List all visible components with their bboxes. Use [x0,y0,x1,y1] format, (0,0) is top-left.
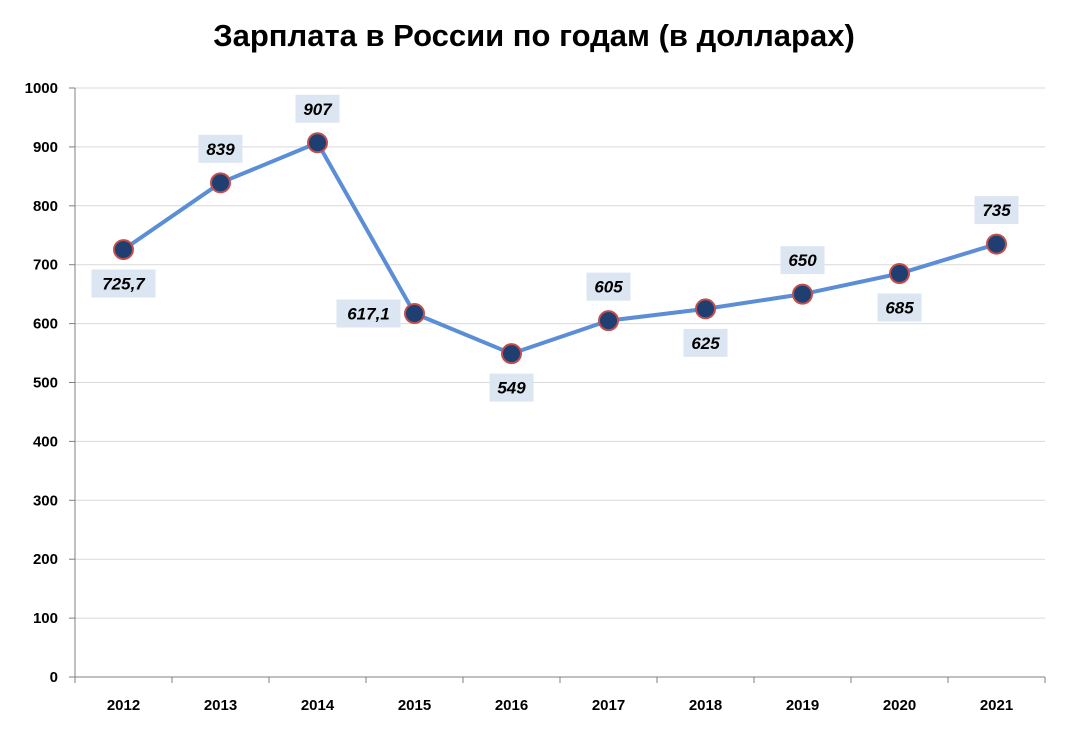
y-tick-label: 0 [50,669,58,686]
data-label-box [683,328,728,357]
data-label-box [877,293,922,322]
data-label-box [586,272,631,301]
data-label: 839 [206,140,235,159]
data-label-box [295,94,340,123]
data-label: 907 [303,100,333,119]
x-tick-label: 2018 [689,697,722,714]
y-tick-label: 700 [33,257,58,274]
data-point [404,303,425,325]
data-label: 725,7 [102,275,146,294]
y-tick-label: 400 [33,433,58,450]
data-point [695,298,716,320]
x-tick-label: 2014 [301,697,335,714]
data-label-box [489,373,534,402]
y-tick-label: 500 [33,375,58,392]
x-tick-label: 2012 [107,697,140,714]
data-label: 617,1 [347,305,390,324]
data-label: 650 [788,251,817,270]
data-point [307,132,328,154]
data-point [986,233,1007,255]
data-label-box [198,134,243,163]
x-tick-label: 2016 [495,697,528,714]
data-label: 549 [497,379,526,398]
data-label-box [780,246,825,275]
chart-title: Зарплата в России по годам (в долларах) [213,18,855,53]
y-tick-label: 200 [33,551,58,568]
data-label-box [336,299,401,328]
data-point [889,263,910,285]
data-point [113,239,134,261]
y-tick-label: 900 [33,139,58,156]
y-tick-label: 100 [33,610,58,627]
data-point [210,172,231,194]
x-tick-label: 2021 [980,697,1013,714]
y-tick-label: 600 [33,316,58,333]
data-label: 735 [982,201,1011,220]
x-tick-label: 2013 [204,697,237,714]
data-label-box [974,196,1019,225]
x-tick-label: 2015 [398,697,431,714]
data-point [598,310,619,332]
series-line [122,140,998,356]
y-tick-label: 300 [33,492,58,509]
x-tick-label: 2019 [786,697,819,714]
data-label-box [91,269,156,298]
data-label: 625 [691,334,720,353]
data-label: 605 [594,278,623,297]
data-point [792,283,813,305]
x-tick-label: 2020 [883,697,916,714]
x-tick-label: 2017 [592,697,625,714]
data-point [501,343,522,365]
data-label: 685 [885,299,914,318]
y-tick-label: 1000 [25,80,58,97]
y-tick-label: 800 [33,198,58,215]
